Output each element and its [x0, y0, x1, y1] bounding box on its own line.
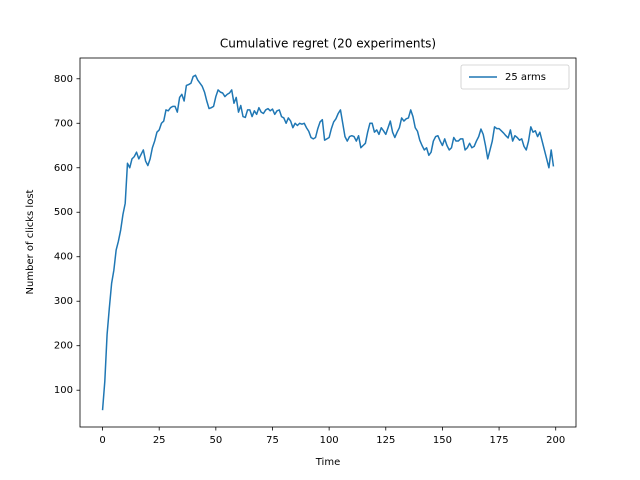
x-tick-label: 75 — [266, 435, 279, 446]
x-tick-label: 150 — [433, 435, 452, 446]
x-tick-label: 100 — [320, 435, 339, 446]
legend-label: 25 arms — [505, 72, 546, 83]
y-tick-label: 600 — [54, 163, 73, 174]
chart-title: Cumulative regret (20 experiments) — [220, 37, 436, 51]
y-tick-label: 300 — [54, 296, 73, 307]
x-axis-label: Time — [315, 457, 340, 468]
y-tick-label: 500 — [54, 207, 73, 218]
data-line — [101, 74, 555, 411]
x-tick-label: 25 — [153, 435, 166, 446]
legend-box — [460, 64, 570, 90]
axes-frame — [79, 57, 577, 428]
y-tick-label: 200 — [54, 341, 73, 352]
x-tick-label: 50 — [209, 435, 222, 446]
y-tick-label: 800 — [54, 74, 73, 85]
x-tick-label: 125 — [376, 435, 395, 446]
y-axis-label: Number of clicks lost — [25, 189, 36, 294]
y-tick-label: 400 — [54, 252, 73, 263]
y-tick-label: 100 — [54, 385, 73, 396]
x-tick-label: 200 — [546, 435, 565, 446]
x-tick-label: 0 — [99, 435, 105, 446]
x-tick-label: 175 — [490, 435, 509, 446]
y-tick-label: 700 — [54, 118, 73, 129]
